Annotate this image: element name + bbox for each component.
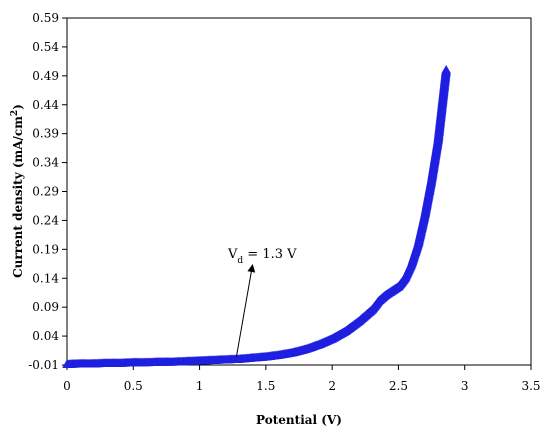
x-tick-label: 3.5 xyxy=(521,379,540,393)
x-tick-label: 2 xyxy=(328,379,336,393)
vd-annotation-arrow xyxy=(235,264,256,358)
data-series xyxy=(62,65,452,368)
x-tick-label: 0.5 xyxy=(124,379,143,393)
x-axis-tick-labels: 0 0.5 1 1.5 2 2.5 3 3.5 xyxy=(63,379,540,393)
y-tick-label: 0.09 xyxy=(32,300,59,314)
y-tick-label: 0.34 xyxy=(32,156,59,170)
y-tick-label: 0.39 xyxy=(32,127,59,141)
y-tick-label: 0.54 xyxy=(32,40,59,54)
x-axis-title: Potential (V) xyxy=(256,413,342,427)
y-axis-title: Current density (mA/cm2) xyxy=(10,104,25,278)
x-tick-label: 1.5 xyxy=(256,379,275,393)
x-tick-label: 0 xyxy=(63,379,71,393)
y-axis-ticks xyxy=(62,17,67,366)
y-axis-tick-labels: -0.01 0.04 0.09 0.14 0.19 0.24 0.29 0.34 0.39 0.4… xyxy=(28,11,59,372)
y-tick-label: 0.24 xyxy=(32,213,59,227)
vd-annotation: Vd = 1.3 V xyxy=(227,247,297,358)
x-tick-label: 1 xyxy=(196,379,204,393)
plot-frame xyxy=(66,17,532,366)
y-tick-label: 0.14 xyxy=(32,271,59,285)
y-tick-label: 0.29 xyxy=(32,185,59,199)
vd-annotation-label: Vd = 1.3 V xyxy=(227,247,297,266)
y-tick-label: -0.01 xyxy=(28,358,59,372)
x-tick-label: 3 xyxy=(461,379,469,393)
y-tick-label: 0.19 xyxy=(32,242,59,256)
y-tick-label: 0.59 xyxy=(32,11,59,25)
y-tick-label: 0.44 xyxy=(32,98,59,112)
x-tick-label: 2.5 xyxy=(389,379,408,393)
data-point xyxy=(441,65,452,74)
y-tick-label: 0.04 xyxy=(32,329,59,343)
y-tick-label: 0.49 xyxy=(32,69,59,83)
